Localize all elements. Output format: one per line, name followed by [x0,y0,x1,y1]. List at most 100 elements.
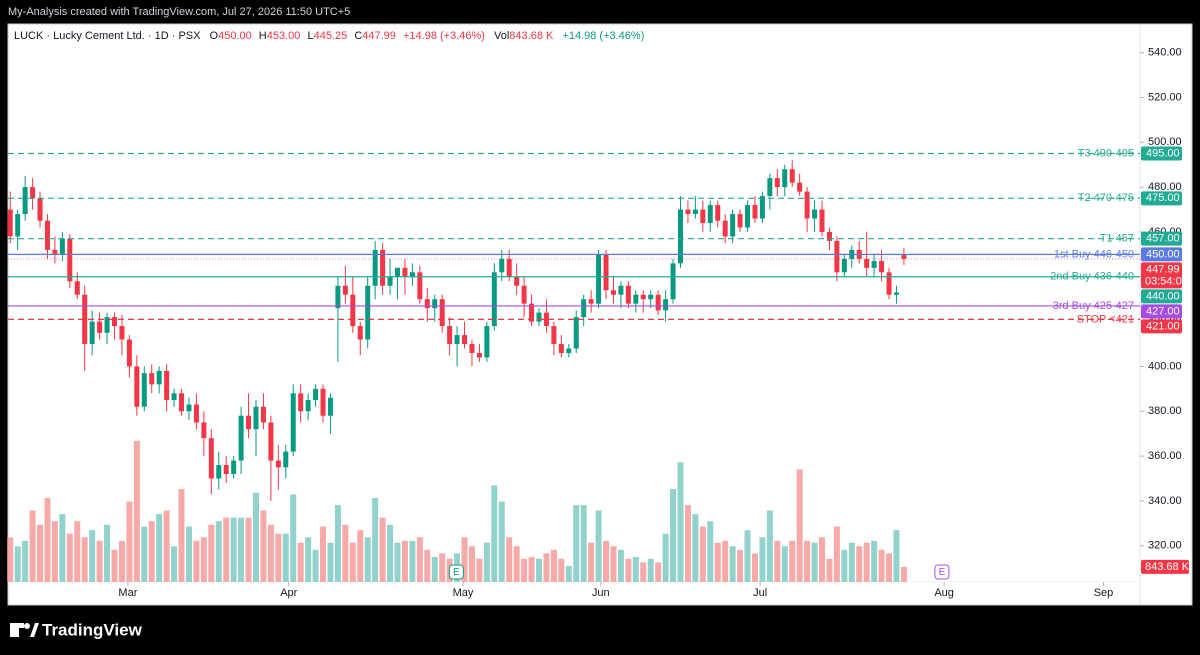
x-tick-label: Apr [280,587,297,599]
volume-bar [506,537,513,582]
volume-bar [468,546,475,582]
volume-bar [580,505,587,582]
volume-bar [290,494,297,582]
level-price-box-text: 421.00 [1146,320,1180,332]
candle-body [543,312,549,327]
volume-bar [312,549,319,582]
volume-bar [357,530,364,582]
level-label: T2 470-475 [1078,192,1134,204]
candle-body [186,404,192,412]
volume-price-box [1141,559,1189,574]
candle-body [752,205,758,219]
candle-body [171,393,177,401]
level-label: T1 457 [1100,233,1134,245]
volume-bar [126,501,133,582]
volume-bar [461,537,468,582]
brand: TradingView [42,620,143,639]
candle-body [685,209,691,215]
volume-bar [133,440,140,582]
volume-bar [833,526,840,582]
candle-body [804,191,810,219]
candle-body [745,205,751,228]
volume-bar [394,542,401,582]
candle-body [246,415,252,430]
volume-bar [401,540,408,582]
volume-bar [171,546,178,582]
y-tick-label: 380.00 [1148,405,1182,417]
candle-body [193,404,199,423]
volume-bar [156,514,163,582]
candle-body [469,344,475,353]
candle-body [424,299,430,309]
candle-body [268,422,274,461]
volume-bar [573,505,580,582]
candle-body [454,335,460,345]
y-tick-label: 540.00 [1148,47,1182,59]
candle-body [558,344,564,353]
volume-bar [275,533,282,582]
candle-body [759,196,765,219]
candle-body [313,388,319,401]
volume-bar [111,549,118,582]
candle-body [789,169,795,183]
candle-body [432,299,438,309]
candle-body [774,178,780,188]
volume-bar [230,517,237,582]
candle-body [841,258,847,273]
volume-bar [483,542,490,582]
y-tick-label: 320.00 [1148,540,1182,552]
candle-body [648,294,654,300]
candle-body [342,285,348,295]
volume-bar [387,524,394,582]
level-label: 1st Buy 446-450 [1054,248,1134,260]
candle-body [67,238,73,282]
candle-body [506,258,512,277]
candle-body [15,214,21,237]
candle-body [476,352,482,358]
volume-bar [29,510,36,582]
volume-bar [498,501,505,582]
candle-body [350,294,356,327]
candle-body [201,422,207,439]
level-label: T3 490-495 [1078,147,1134,159]
plot: 320.00340.00360.00380.00400.00420.00440.… [7,47,1190,599]
candle-body [566,348,572,353]
volume-bar [208,524,215,582]
volume-bar [766,510,773,582]
candle-body [52,249,58,255]
legend-l-label: L [307,30,313,42]
volume-bar [565,565,572,582]
level-price-box-text: 450.00 [1146,248,1180,260]
candle-body [283,451,289,468]
candle-body [275,460,281,468]
logo-shape [24,623,30,629]
volume-bar [104,524,111,582]
volume-bar [193,540,200,582]
candle-body [134,366,140,407]
candle-body [372,249,378,286]
candle-body [7,209,13,237]
volume-bar [886,553,893,582]
candle-body [208,438,214,479]
logo-shape [30,623,39,637]
legend-o-label: O [210,30,219,42]
volume-bar [409,540,416,582]
level-price-box [1141,304,1182,319]
candle-body [893,292,899,295]
candle-body [536,312,542,322]
candle-body [357,326,363,340]
y-tick-label: 340.00 [1148,495,1182,507]
legend-l: 445.25 [314,30,348,42]
candle-body [573,317,579,349]
volume-bar [863,542,870,582]
candle-body [253,406,259,430]
candle-body [327,397,333,416]
candle-body [402,267,408,277]
volume-bar [729,546,736,582]
volume-bar [185,526,192,582]
volume-bar [431,556,438,582]
volume-bar [744,530,751,582]
chart-panel [7,23,1193,606]
level-price-box [1141,191,1182,206]
